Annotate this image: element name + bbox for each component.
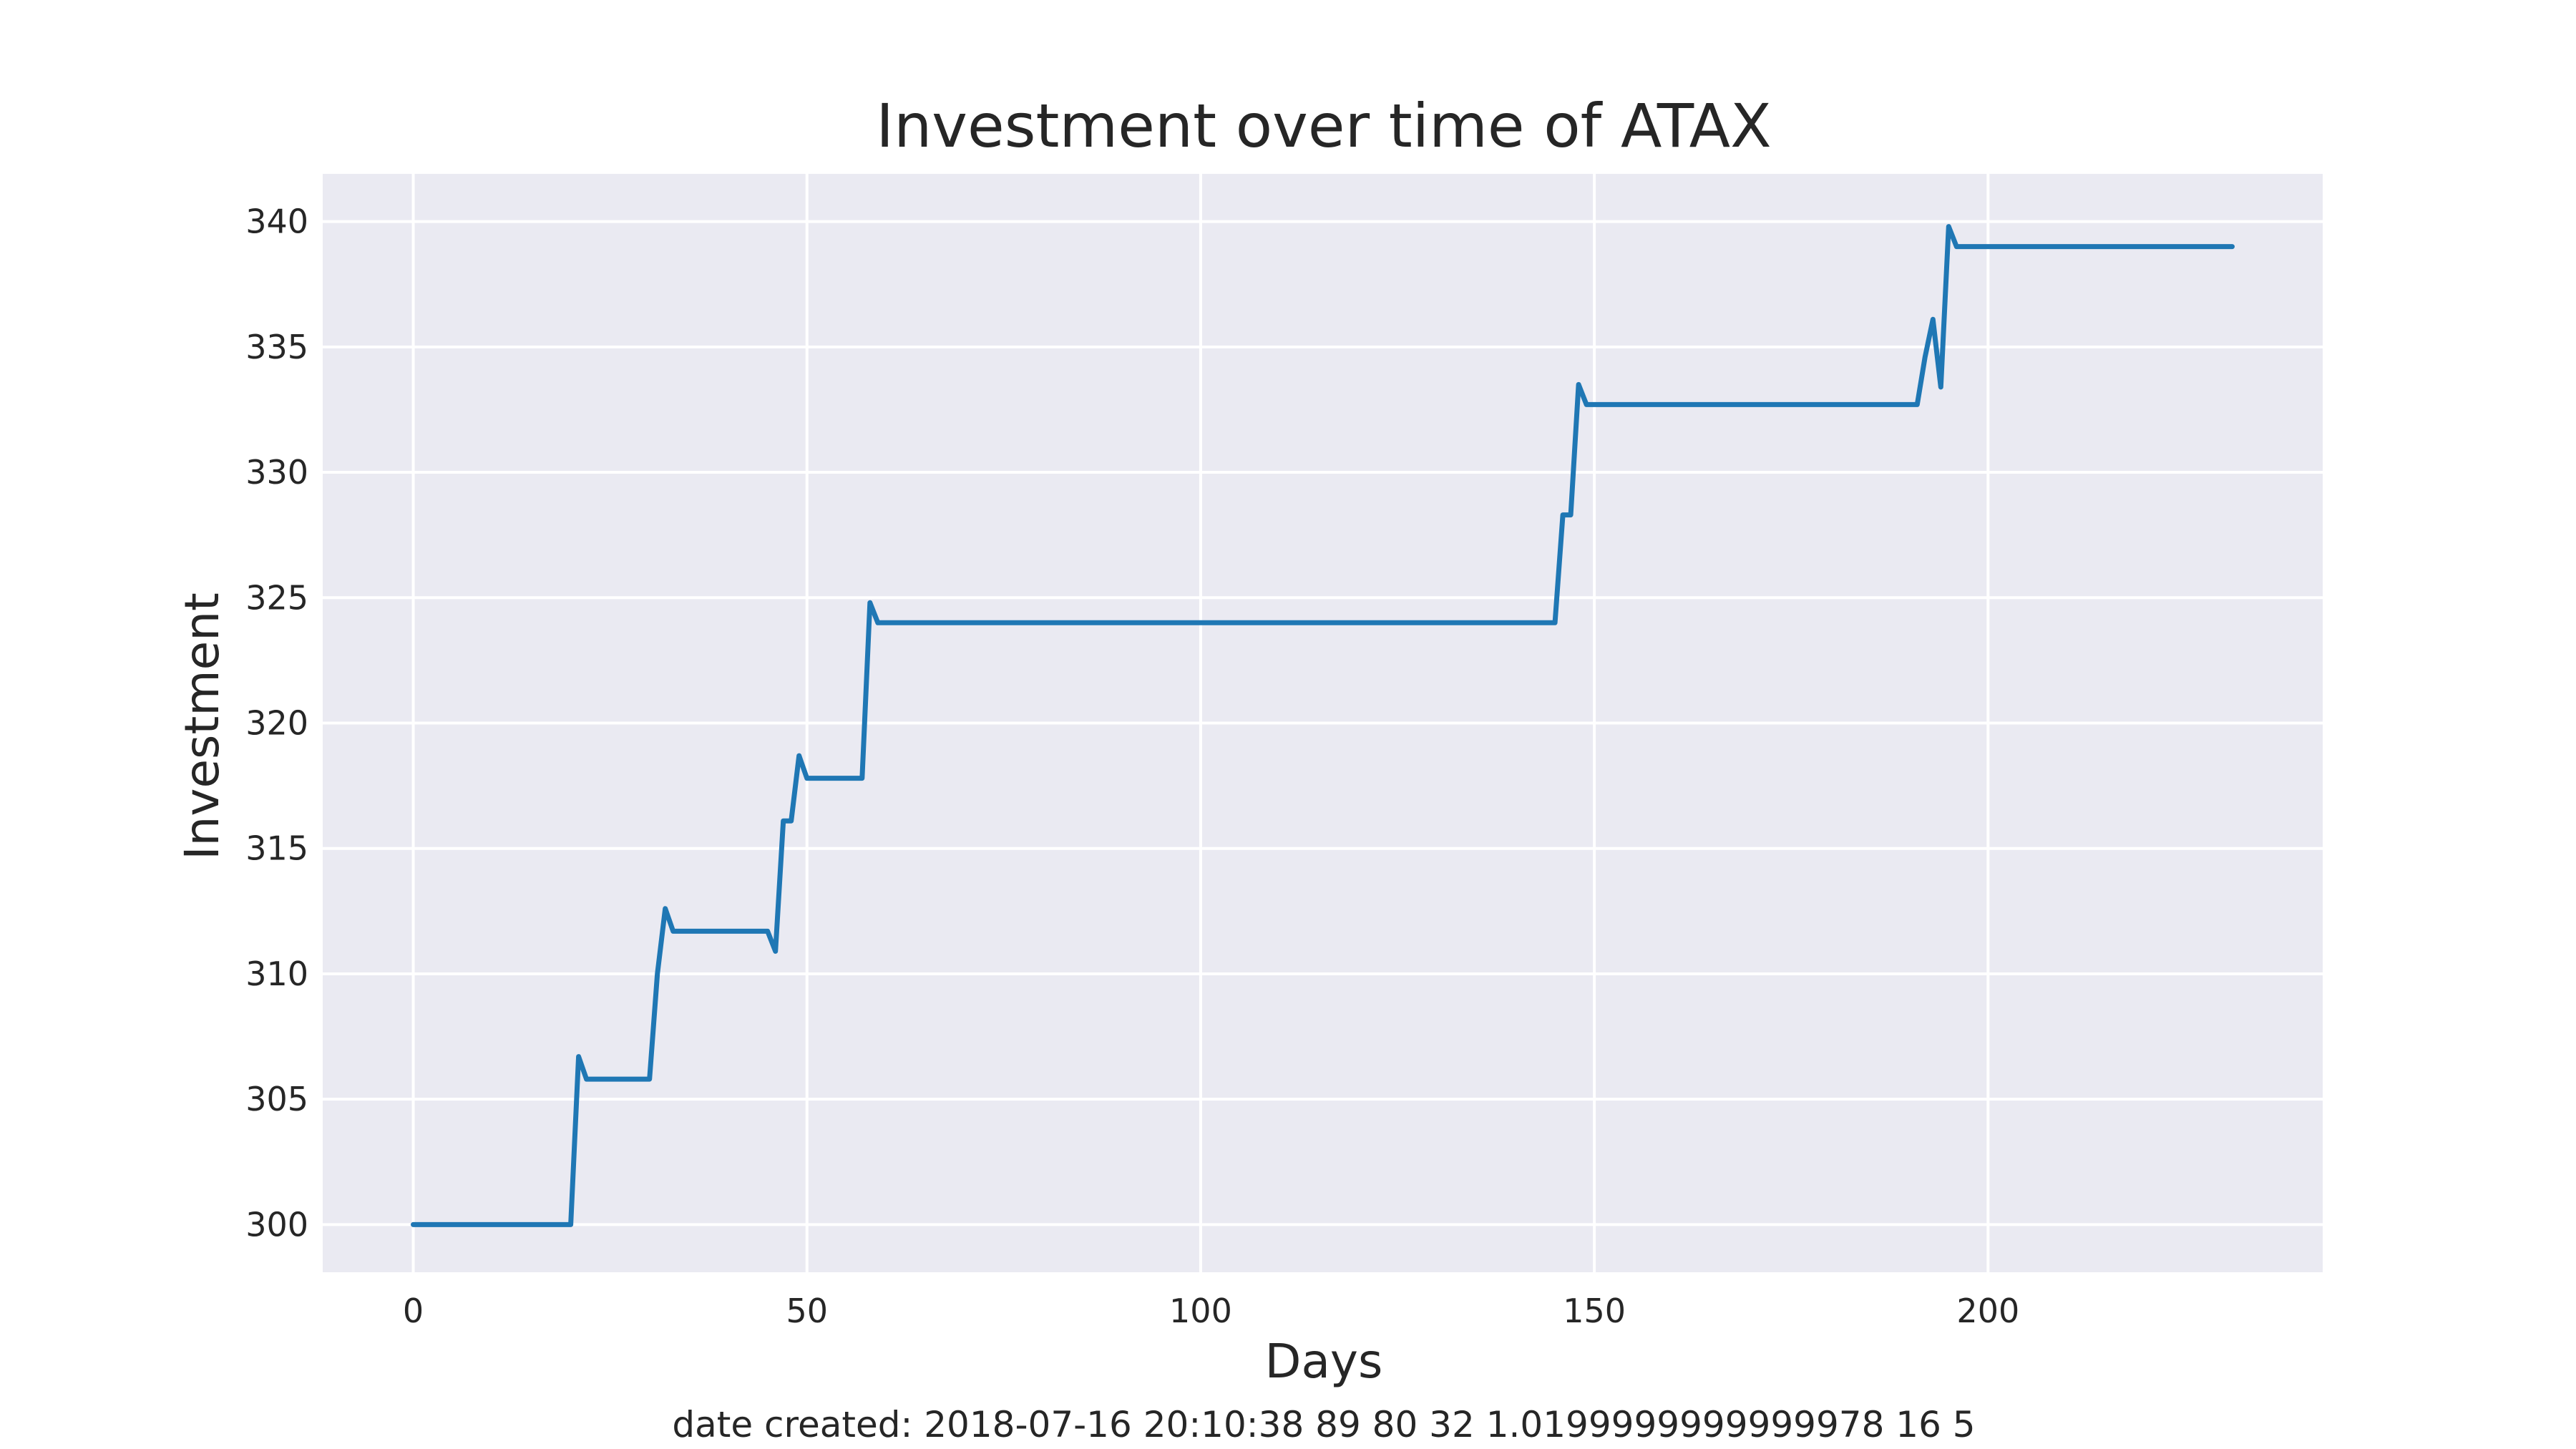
x-tick-label: 100 bbox=[1169, 1292, 1232, 1330]
y-tick-label: 325 bbox=[245, 578, 308, 617]
x-tick-label: 0 bbox=[403, 1292, 424, 1330]
y-tick-label: 340 bbox=[245, 203, 308, 241]
date-created-footer: date created: 2018-07-16 20:10:38 89 80 … bbox=[672, 1404, 1975, 1445]
x-axis-label: Days bbox=[1265, 1334, 1383, 1389]
y-tick-label: 300 bbox=[245, 1205, 308, 1244]
chart-title: Investment over time of ATAX bbox=[876, 91, 1771, 161]
y-tick-label: 315 bbox=[245, 829, 308, 868]
x-tick-labels: 0 50 100 150 200 bbox=[403, 1292, 2019, 1330]
x-tick-label: 200 bbox=[1956, 1292, 2019, 1330]
y-tick-label: 320 bbox=[245, 704, 308, 743]
y-tick-label: 335 bbox=[245, 328, 308, 366]
series-line bbox=[411, 224, 2235, 1227]
y-tick-label: 310 bbox=[245, 955, 308, 993]
y-tick-label: 330 bbox=[245, 453, 308, 492]
y-axis-label: Investment bbox=[175, 592, 230, 860]
series-layer bbox=[411, 224, 2235, 1227]
x-tick-label: 50 bbox=[786, 1292, 828, 1330]
x-tick-label: 150 bbox=[1563, 1292, 1626, 1330]
y-tick-labels: 300 305 310 315 320 325 330 335 340 bbox=[245, 203, 308, 1244]
y-tick-label: 305 bbox=[245, 1080, 308, 1118]
